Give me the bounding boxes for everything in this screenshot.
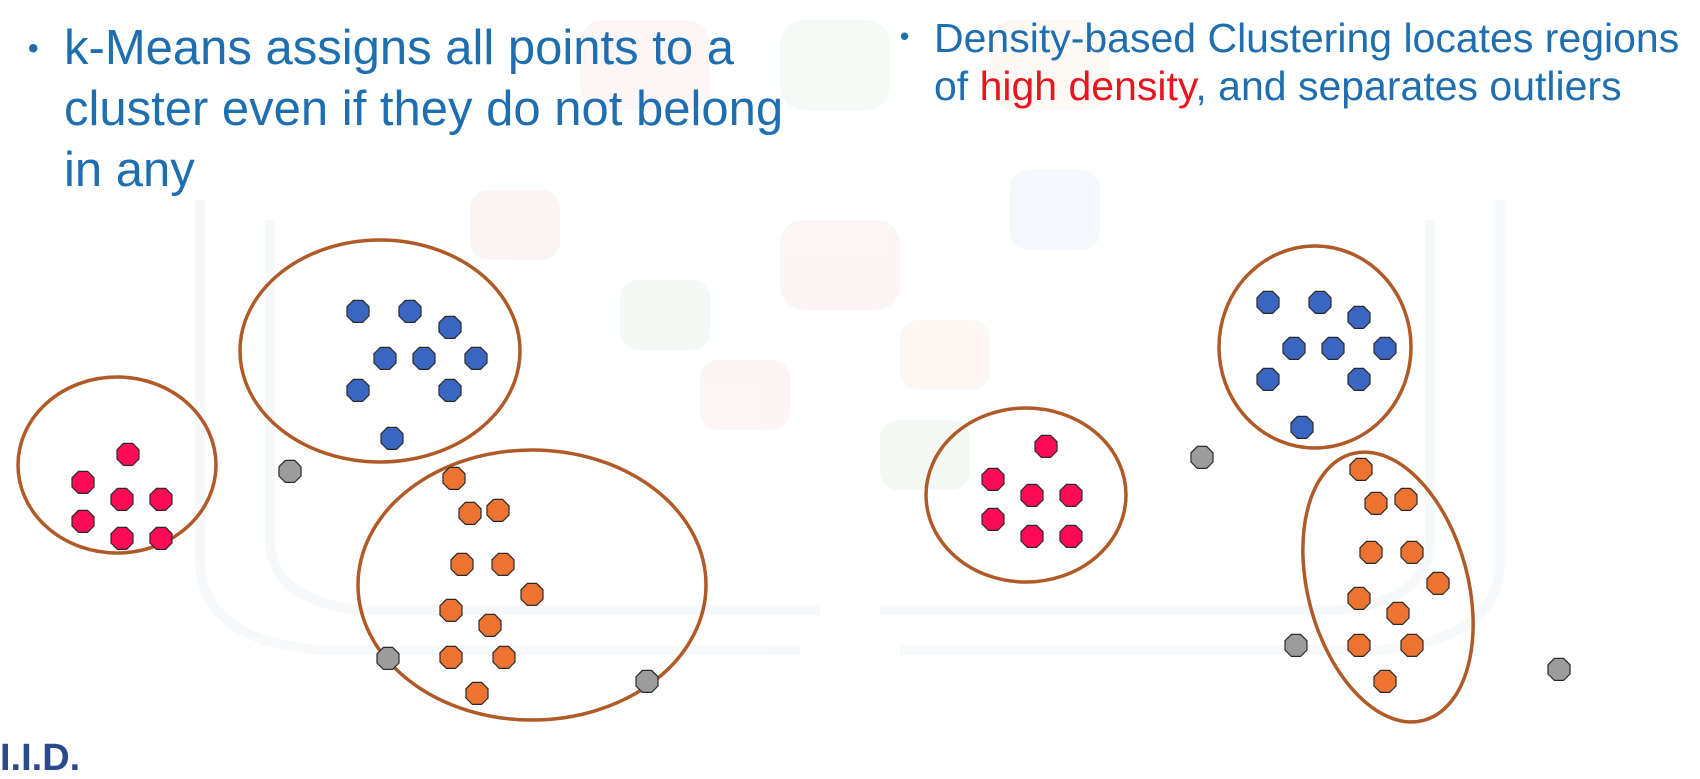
point-blue: [1309, 291, 1331, 313]
density-cluster-ring-orange: [1275, 433, 1501, 741]
point-blue: [347, 379, 369, 401]
point-blue: [1348, 368, 1370, 390]
point-orange: [1427, 572, 1449, 594]
clustering-comparison-diagram: [0, 0, 1700, 749]
point-orange: [1395, 488, 1417, 510]
point-pink: [1035, 435, 1057, 457]
point-gray: [1285, 634, 1307, 656]
kmeans-points: [72, 300, 658, 704]
point-orange: [443, 467, 465, 489]
point-gray: [279, 460, 301, 482]
point-blue: [1348, 306, 1370, 328]
kmeans-cluster-ring-pink: [18, 377, 216, 553]
point-pink: [111, 527, 133, 549]
point-pink: [72, 510, 94, 532]
point-orange: [440, 599, 462, 621]
point-orange: [440, 646, 462, 668]
point-orange: [1401, 541, 1423, 563]
point-orange: [492, 553, 514, 575]
point-pink: [1021, 484, 1043, 506]
point-pink: [1060, 525, 1082, 547]
point-blue: [413, 347, 435, 369]
point-orange: [1387, 602, 1409, 624]
point-gray: [377, 647, 399, 669]
point-blue: [1283, 337, 1305, 359]
point-orange: [479, 614, 501, 636]
point-orange: [1348, 634, 1370, 656]
point-blue: [1257, 291, 1279, 313]
point-pink: [72, 471, 94, 493]
point-blue: [399, 300, 421, 322]
point-gray: [1548, 658, 1570, 680]
point-blue: [1322, 337, 1344, 359]
point-orange: [451, 553, 473, 575]
point-pink: [1060, 484, 1082, 506]
point-blue: [1374, 337, 1396, 359]
point-pink: [111, 488, 133, 510]
point-orange: [466, 682, 488, 704]
point-pink: [150, 527, 172, 549]
point-orange: [1374, 670, 1396, 692]
point-orange: [1348, 587, 1370, 609]
point-gray: [636, 670, 658, 692]
point-pink: [117, 443, 139, 465]
point-blue: [374, 347, 396, 369]
point-blue: [465, 347, 487, 369]
density-diagram: [926, 246, 1570, 741]
point-orange: [1350, 458, 1372, 480]
point-orange: [521, 583, 543, 605]
point-orange: [1360, 541, 1382, 563]
point-blue: [1257, 368, 1279, 390]
point-pink: [1021, 525, 1043, 547]
point-gray: [1191, 446, 1213, 468]
point-orange: [487, 499, 509, 521]
point-orange: [1401, 634, 1423, 656]
point-orange: [493, 646, 515, 668]
point-blue: [1291, 416, 1313, 438]
point-blue: [347, 300, 369, 322]
density-points: [982, 291, 1570, 692]
point-orange: [459, 502, 481, 524]
point-blue: [439, 379, 461, 401]
point-blue: [381, 427, 403, 449]
kmeans-diagram: [18, 240, 706, 720]
point-blue: [439, 316, 461, 338]
point-pink: [150, 488, 172, 510]
point-pink: [982, 468, 1004, 490]
point-orange: [1365, 492, 1387, 514]
point-pink: [982, 508, 1004, 530]
